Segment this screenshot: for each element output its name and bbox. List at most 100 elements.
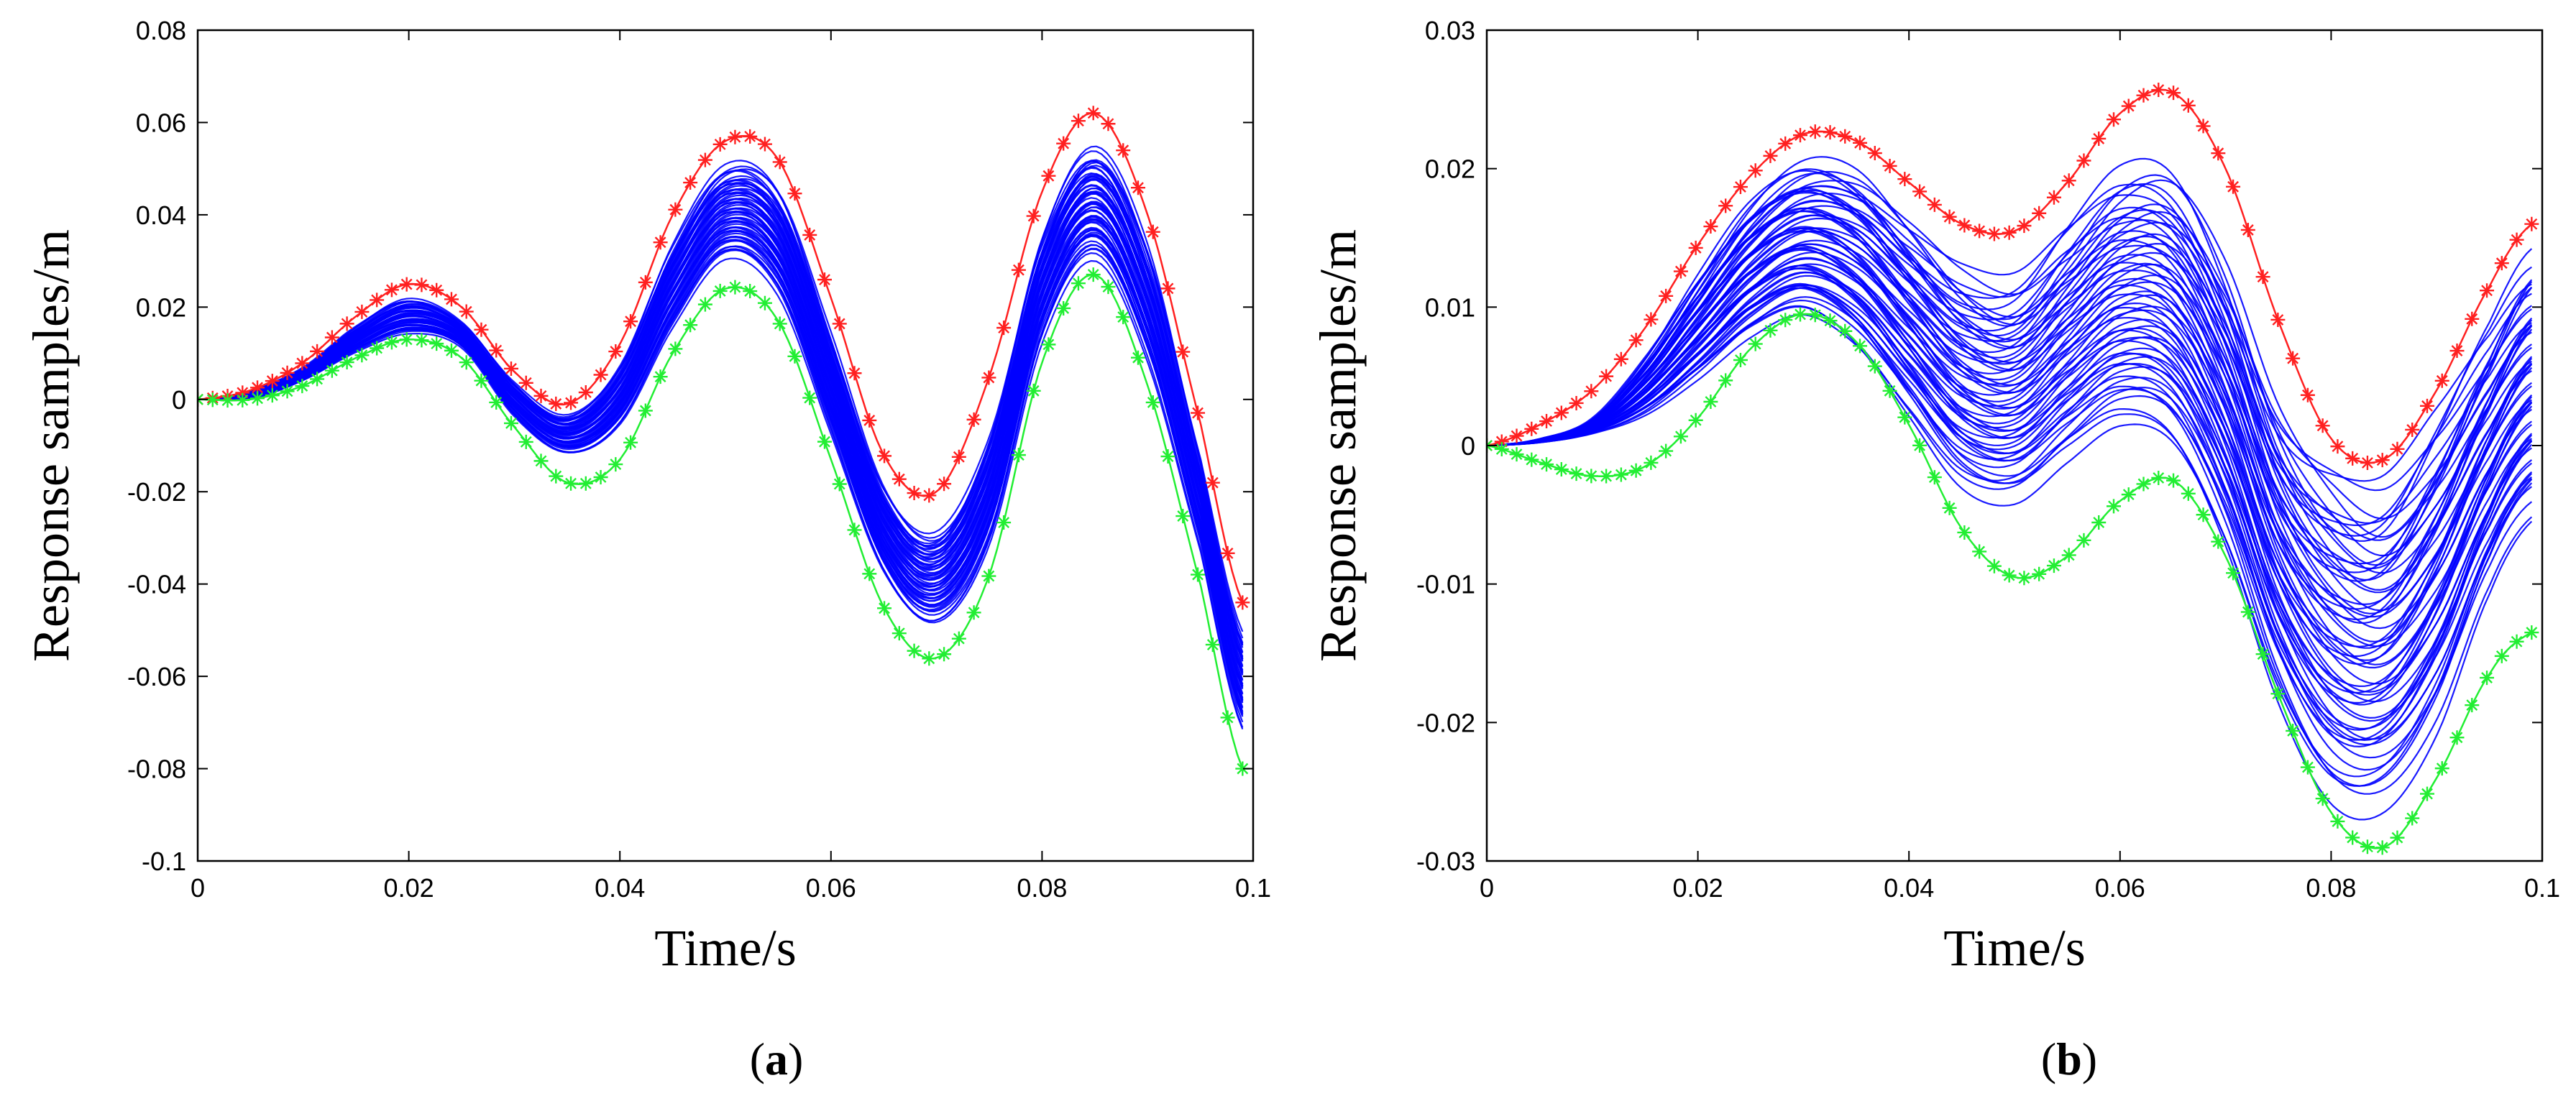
upper-bound-marker [1071,114,1086,129]
lower-bound-marker [1539,457,1554,472]
upper-bound-marker [1116,143,1131,158]
upper-bound-marker [757,137,772,152]
sample-line [198,188,1244,658]
sample-line [198,184,1244,660]
upper-bound-marker [1659,288,1674,303]
upper-bound-marker [2002,225,2017,240]
lower-bound-marker [817,434,832,449]
upper-bound-marker [2405,422,2420,437]
upper-bound-marker [2091,131,2107,146]
sample-line [198,244,1244,712]
lower-bound-marker [414,333,429,348]
lower-bound-marker [310,372,325,387]
sample-line [198,236,1244,715]
upper-bound-marker [1130,180,1145,195]
lower-bound-marker [354,348,370,363]
sample-line [1487,285,2533,731]
panel-letter: a [765,1033,788,1084]
sample-line [198,232,1244,723]
upper-bound-marker [2255,270,2270,285]
sample-line [198,185,1244,657]
lower-bound-marker [2076,533,2091,548]
lower-bound-marker [578,476,593,491]
lower-bound-marker [787,349,802,364]
sample-line [1487,243,2533,704]
upper-bound-marker [802,227,817,242]
upper-bound-marker [399,277,414,292]
lower-bound-marker [1220,710,1235,725]
upper-bound-marker [2270,312,2286,327]
lower-bound-series [1487,307,2539,855]
lower-bound-marker [608,457,623,472]
sample-line [1487,284,2533,740]
upper-bound-marker [683,175,698,190]
sample-line [1487,168,2533,566]
sample-line [1487,180,2532,492]
upper-bound-marker [1160,281,1175,296]
lower-bound-marker [1718,373,1733,388]
lower-bound-marker [2196,507,2211,522]
upper-bound-marker [235,385,250,400]
lower-bound-marker [2465,698,2480,713]
y-tick-label: 0.04 [136,201,186,230]
lower-bound-marker [564,476,579,491]
upper-bound-series [198,106,1250,610]
x-tick-label: 0 [1480,873,1494,903]
lower-bound-marker [518,434,533,449]
upper-bound-marker [1763,148,1778,163]
samples-band [198,145,1244,729]
upper-bound-marker [593,367,608,382]
upper-bound-marker [1897,172,1912,187]
upper-bound-marker [2494,256,2509,271]
lower-bound-marker [2434,761,2449,776]
lower-bound-marker [891,626,907,641]
sample-line [198,226,1244,699]
upper-bound-marker [2345,451,2360,466]
lower-bound-marker [2091,515,2107,530]
upper-bound-marker [1056,136,1071,151]
upper-bound-marker [370,292,385,308]
sample-line [198,185,1244,681]
lower-bound-marker [324,363,339,378]
lower-bound-marker [668,341,683,356]
sample-line [198,235,1244,728]
upper-bound-marker [1011,262,1026,277]
upper-bound-marker [1554,405,1569,420]
upper-bound-marker [937,476,952,492]
lower-bound-marker [2419,786,2434,801]
lower-bound-marker [295,379,310,394]
x-tick-label: 0.1 [1235,873,1271,903]
lower-bound-marker [2449,730,2465,745]
lower-bound-marker [951,631,966,646]
sample-line [1487,263,2533,742]
x-tick-label: 0.08 [2306,873,2356,903]
lower-bound-marker [1942,500,1957,515]
upper-bound-marker [1539,414,1554,429]
y-tick-label: -0.01 [1416,570,1475,599]
upper-bound-marker [2121,98,2136,114]
upper-bound-marker [2032,206,2047,221]
lower-bound-marker [1056,300,1071,315]
lower-bound-marker [2360,839,2375,854]
lower-bound-marker [339,355,354,370]
upper-bound-marker [966,412,981,427]
upper-bound-marker [862,413,877,428]
lower-bound-marker [1509,447,1524,462]
sample-line [198,190,1244,675]
lower-bound-marker [2480,671,2495,686]
upper-bound-series [1487,83,2539,471]
upper-bound-marker [1942,209,1957,224]
lower-bound-marker [712,283,728,298]
upper-bound-marker [1628,333,1644,348]
upper-bound-marker [1569,395,1584,410]
upper-bound-marker [564,395,579,410]
upper-bound-marker [891,471,907,487]
upper-bound-marker [907,486,922,501]
lower-bound-marker [1584,469,1599,484]
lower-bound-marker [1116,310,1131,325]
upper-bound-marker [1613,351,1628,367]
upper-bound-marker [265,374,280,389]
lower-bound-marker [1644,455,1659,470]
upper-bound-marker [339,316,354,331]
upper-bound-marker [2017,218,2032,234]
